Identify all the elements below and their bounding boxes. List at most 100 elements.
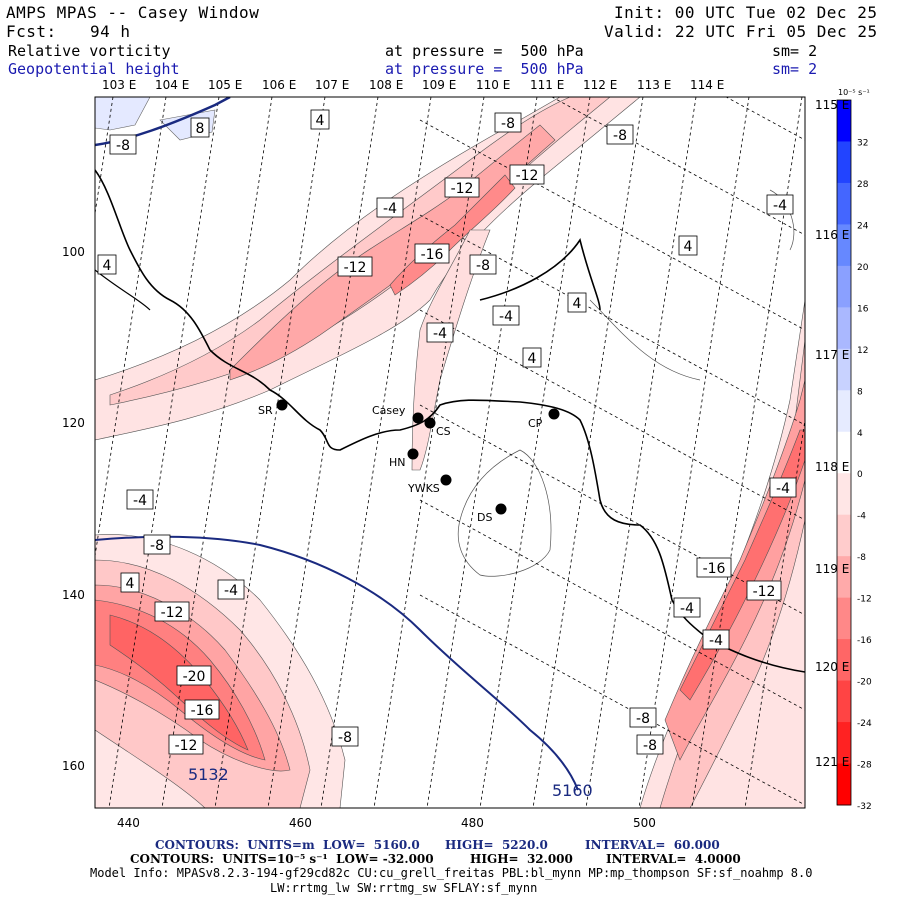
init-time: Init: 00 UTC Tue 02 Dec 25 xyxy=(614,3,878,22)
longitude-label-top: 106 E xyxy=(262,78,297,92)
y-tick-label: 100 xyxy=(62,245,85,259)
colorbar-swatch xyxy=(837,390,851,433)
svg-text:-4: -4 xyxy=(133,493,147,509)
colorbar-label: 12 xyxy=(857,346,868,356)
station-marker xyxy=(440,474,452,486)
colorbar: 32 28 24 20 16 12 8 4 0 -4 -8 -12 -16 -20 -24 -28 -32 xyxy=(836,99,872,812)
station-cp: CP xyxy=(528,408,560,430)
longitude-label-right: 121 E xyxy=(815,755,850,769)
svg-text:-8: -8 xyxy=(150,538,164,554)
station-marker xyxy=(495,503,507,515)
svg-text:-8: -8 xyxy=(501,116,515,132)
field2-pressure: at pressure = 500 hPa xyxy=(385,60,584,78)
longitude-label-right: 118 E xyxy=(815,460,850,474)
vorticity-contour-label: -20 xyxy=(176,665,212,686)
valid-time: Valid: 22 UTC Fri 05 Dec 25 xyxy=(604,22,878,41)
station-label: CS xyxy=(436,425,451,438)
svg-text:4: 4 xyxy=(684,239,693,255)
colorbar-label: -28 xyxy=(857,761,872,771)
vorticity-contour-label: 8 xyxy=(190,117,210,138)
svg-text:-4: -4 xyxy=(383,201,397,217)
vorticity-contour-label: -8 xyxy=(331,726,359,747)
station-label: DS xyxy=(477,511,492,524)
x-tick-label: 460 xyxy=(289,816,312,830)
vorticity-contour-label: -12 xyxy=(509,164,545,185)
colorbar-label: -20 xyxy=(857,678,872,688)
footer-height-high: HIGH= 5220.0 xyxy=(445,838,548,852)
vorticity-contour-label: -4 xyxy=(126,489,154,510)
vorticity-contour-label: -8 xyxy=(606,124,634,145)
colorbar-label: -32 xyxy=(857,802,872,812)
footer-model-info-2: LW:rrtmg_lw SW:rrtmg_sw SFLAY:sf_mynn xyxy=(270,881,538,895)
forecast-hour: 94 h xyxy=(90,22,131,41)
station-label: YWKS xyxy=(407,482,440,495)
colorbar-label: 0 xyxy=(857,470,863,480)
vorticity-contour-label: -8 xyxy=(494,112,522,133)
colorbar-swatch xyxy=(837,431,851,474)
colorbar-label: 20 xyxy=(857,263,869,273)
colorbar-swatch xyxy=(837,224,851,267)
vorticity-contour-label: -12 xyxy=(154,601,190,622)
footer-height-contours: CONTOURS: UNITS=m LOW= 5160.0 xyxy=(155,838,420,852)
station-label: Casey xyxy=(372,404,406,417)
svg-text:-16: -16 xyxy=(191,703,214,719)
svg-text:-16: -16 xyxy=(703,561,726,577)
vorticity-contour-label: -8 xyxy=(469,254,497,275)
station-marker xyxy=(548,408,560,420)
svg-text:-4: -4 xyxy=(224,583,238,599)
colorbar-swatch xyxy=(837,141,851,184)
svg-text:-4: -4 xyxy=(680,601,694,617)
parallel-line xyxy=(419,404,805,616)
svg-text:4: 4 xyxy=(528,351,537,367)
station-marker xyxy=(407,448,419,460)
parallel-line xyxy=(419,119,805,331)
svg-text:-8: -8 xyxy=(636,711,650,727)
parallel-line xyxy=(419,309,805,521)
svg-text:-4: -4 xyxy=(773,198,787,214)
longitude-label-top: 103 E xyxy=(102,78,137,92)
longitude-label-right: 119 E xyxy=(815,562,850,576)
svg-text:-4: -4 xyxy=(433,326,447,342)
svg-text:-8: -8 xyxy=(613,128,627,144)
vorticity-contour-label: -16 xyxy=(414,243,450,264)
vorticity-contour-label: -12 xyxy=(168,734,204,755)
colorbar-swatch xyxy=(837,763,851,806)
longitude-label-top: 114 E xyxy=(690,78,725,92)
station-cs: CS xyxy=(424,417,451,438)
field1-smoothing: sm= 2 xyxy=(772,42,818,60)
station-marker xyxy=(276,399,288,411)
station-label: SR xyxy=(258,404,273,417)
svg-text:-16: -16 xyxy=(421,247,444,263)
station-ywks: YWKS xyxy=(407,474,452,495)
station-ds: DS xyxy=(477,503,507,524)
forecast-label: Fcst: xyxy=(6,22,57,41)
vorticity-contour-label: -4 xyxy=(492,305,520,326)
longitude-label-top: 110 E xyxy=(476,78,511,92)
vorticity-contour-label: -4 xyxy=(702,629,730,650)
longitude-label-top: 112 E xyxy=(583,78,618,92)
station-label: HN xyxy=(389,456,406,469)
longitude-label-top: 109 E xyxy=(422,78,457,92)
height-label-5160: 5160 xyxy=(552,781,593,800)
vorticity-contour-label: -4 xyxy=(426,322,454,343)
longitude-label-right: 116 E xyxy=(815,228,850,242)
svg-text:-12: -12 xyxy=(516,168,539,184)
longitude-label-top: 111 E xyxy=(530,78,565,92)
vorticity-contour-label: -8 xyxy=(629,707,657,728)
footer-model-info: Model Info: MPASv8.2.3-194-gf29cd82c CU:… xyxy=(90,866,813,880)
y-tick-label: 140 xyxy=(62,588,85,602)
colorbar-label: 24 xyxy=(857,221,869,231)
colorbar-swatch xyxy=(837,100,851,142)
station-marker xyxy=(424,417,436,429)
footer-vort-interval: INTERVAL= 4.0000 xyxy=(606,852,741,866)
station-casey: Casey xyxy=(372,404,424,424)
vorticity-contour-label: -4 xyxy=(217,579,245,600)
svg-text:-20: -20 xyxy=(183,669,206,685)
colorbar-swatch xyxy=(837,597,851,640)
x-tick-label: 500 xyxy=(633,816,656,830)
field2-smoothing: sm= 2 xyxy=(772,60,818,78)
vorticity-contour-label: -12 xyxy=(746,580,782,601)
colorbar-label: -24 xyxy=(857,719,872,729)
svg-text:-8: -8 xyxy=(338,730,352,746)
station-label: CP xyxy=(528,417,543,430)
